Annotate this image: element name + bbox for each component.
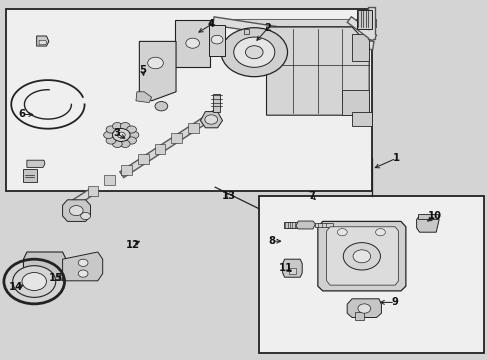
Polygon shape (62, 252, 102, 281)
Bar (6, 9, 371, 191)
Polygon shape (188, 122, 199, 132)
Circle shape (221, 28, 287, 77)
Circle shape (78, 270, 88, 277)
Text: 10: 10 (427, 211, 441, 221)
Text: 15: 15 (49, 273, 63, 283)
Text: 4: 4 (207, 19, 214, 30)
Polygon shape (209, 25, 224, 56)
Circle shape (375, 229, 385, 236)
Circle shape (81, 212, 90, 220)
Circle shape (204, 115, 217, 124)
Bar (259, 196, 483, 353)
Circle shape (233, 37, 274, 67)
Circle shape (357, 304, 370, 313)
Polygon shape (266, 27, 368, 115)
Polygon shape (351, 34, 368, 61)
Circle shape (13, 266, 56, 297)
Polygon shape (354, 312, 364, 320)
Circle shape (120, 122, 130, 130)
Circle shape (245, 46, 263, 59)
Text: 11: 11 (278, 263, 292, 273)
Text: 6: 6 (19, 109, 25, 120)
Polygon shape (317, 221, 405, 291)
Circle shape (352, 250, 370, 263)
Polygon shape (104, 175, 115, 185)
Circle shape (120, 140, 130, 148)
Circle shape (112, 129, 130, 141)
Text: 13: 13 (222, 191, 235, 201)
Polygon shape (295, 221, 315, 229)
Polygon shape (39, 40, 47, 45)
Polygon shape (282, 259, 302, 277)
Text: 2: 2 (264, 23, 271, 33)
Circle shape (126, 137, 136, 144)
Circle shape (78, 259, 88, 266)
Polygon shape (37, 36, 49, 46)
Text: 5: 5 (139, 65, 146, 75)
Text: 8: 8 (268, 236, 275, 246)
Polygon shape (23, 169, 37, 182)
Polygon shape (212, 94, 220, 112)
Polygon shape (62, 200, 90, 221)
Circle shape (103, 131, 113, 139)
Circle shape (69, 206, 83, 216)
Circle shape (343, 243, 380, 270)
Circle shape (112, 140, 122, 148)
Circle shape (211, 35, 223, 44)
Circle shape (106, 126, 116, 133)
Polygon shape (346, 299, 381, 318)
Circle shape (22, 273, 46, 291)
Polygon shape (356, 10, 371, 29)
Polygon shape (417, 214, 437, 219)
Polygon shape (171, 133, 182, 143)
Circle shape (155, 102, 167, 111)
Circle shape (337, 229, 346, 236)
Text: 9: 9 (391, 297, 398, 307)
Polygon shape (342, 90, 368, 115)
Text: 3: 3 (113, 128, 120, 138)
Polygon shape (288, 268, 296, 274)
Text: 14: 14 (8, 282, 23, 292)
Polygon shape (416, 215, 438, 232)
Circle shape (185, 38, 199, 48)
Polygon shape (138, 154, 148, 164)
Circle shape (126, 126, 136, 133)
Polygon shape (243, 29, 249, 34)
Circle shape (147, 57, 163, 69)
Circle shape (129, 131, 139, 139)
Polygon shape (139, 41, 176, 101)
Polygon shape (87, 186, 98, 196)
Polygon shape (136, 92, 151, 103)
Polygon shape (154, 144, 165, 154)
Polygon shape (121, 165, 132, 175)
Polygon shape (200, 112, 222, 128)
Circle shape (112, 122, 122, 130)
Polygon shape (175, 20, 210, 67)
Text: 7: 7 (308, 191, 315, 201)
Polygon shape (351, 112, 371, 126)
Polygon shape (283, 222, 298, 228)
Text: 1: 1 (392, 153, 399, 163)
Text: 12: 12 (126, 240, 140, 250)
Polygon shape (204, 112, 215, 122)
Circle shape (106, 137, 116, 144)
Polygon shape (23, 252, 66, 280)
Circle shape (117, 132, 125, 138)
Polygon shape (315, 223, 332, 227)
Polygon shape (27, 160, 45, 167)
Polygon shape (326, 227, 398, 285)
